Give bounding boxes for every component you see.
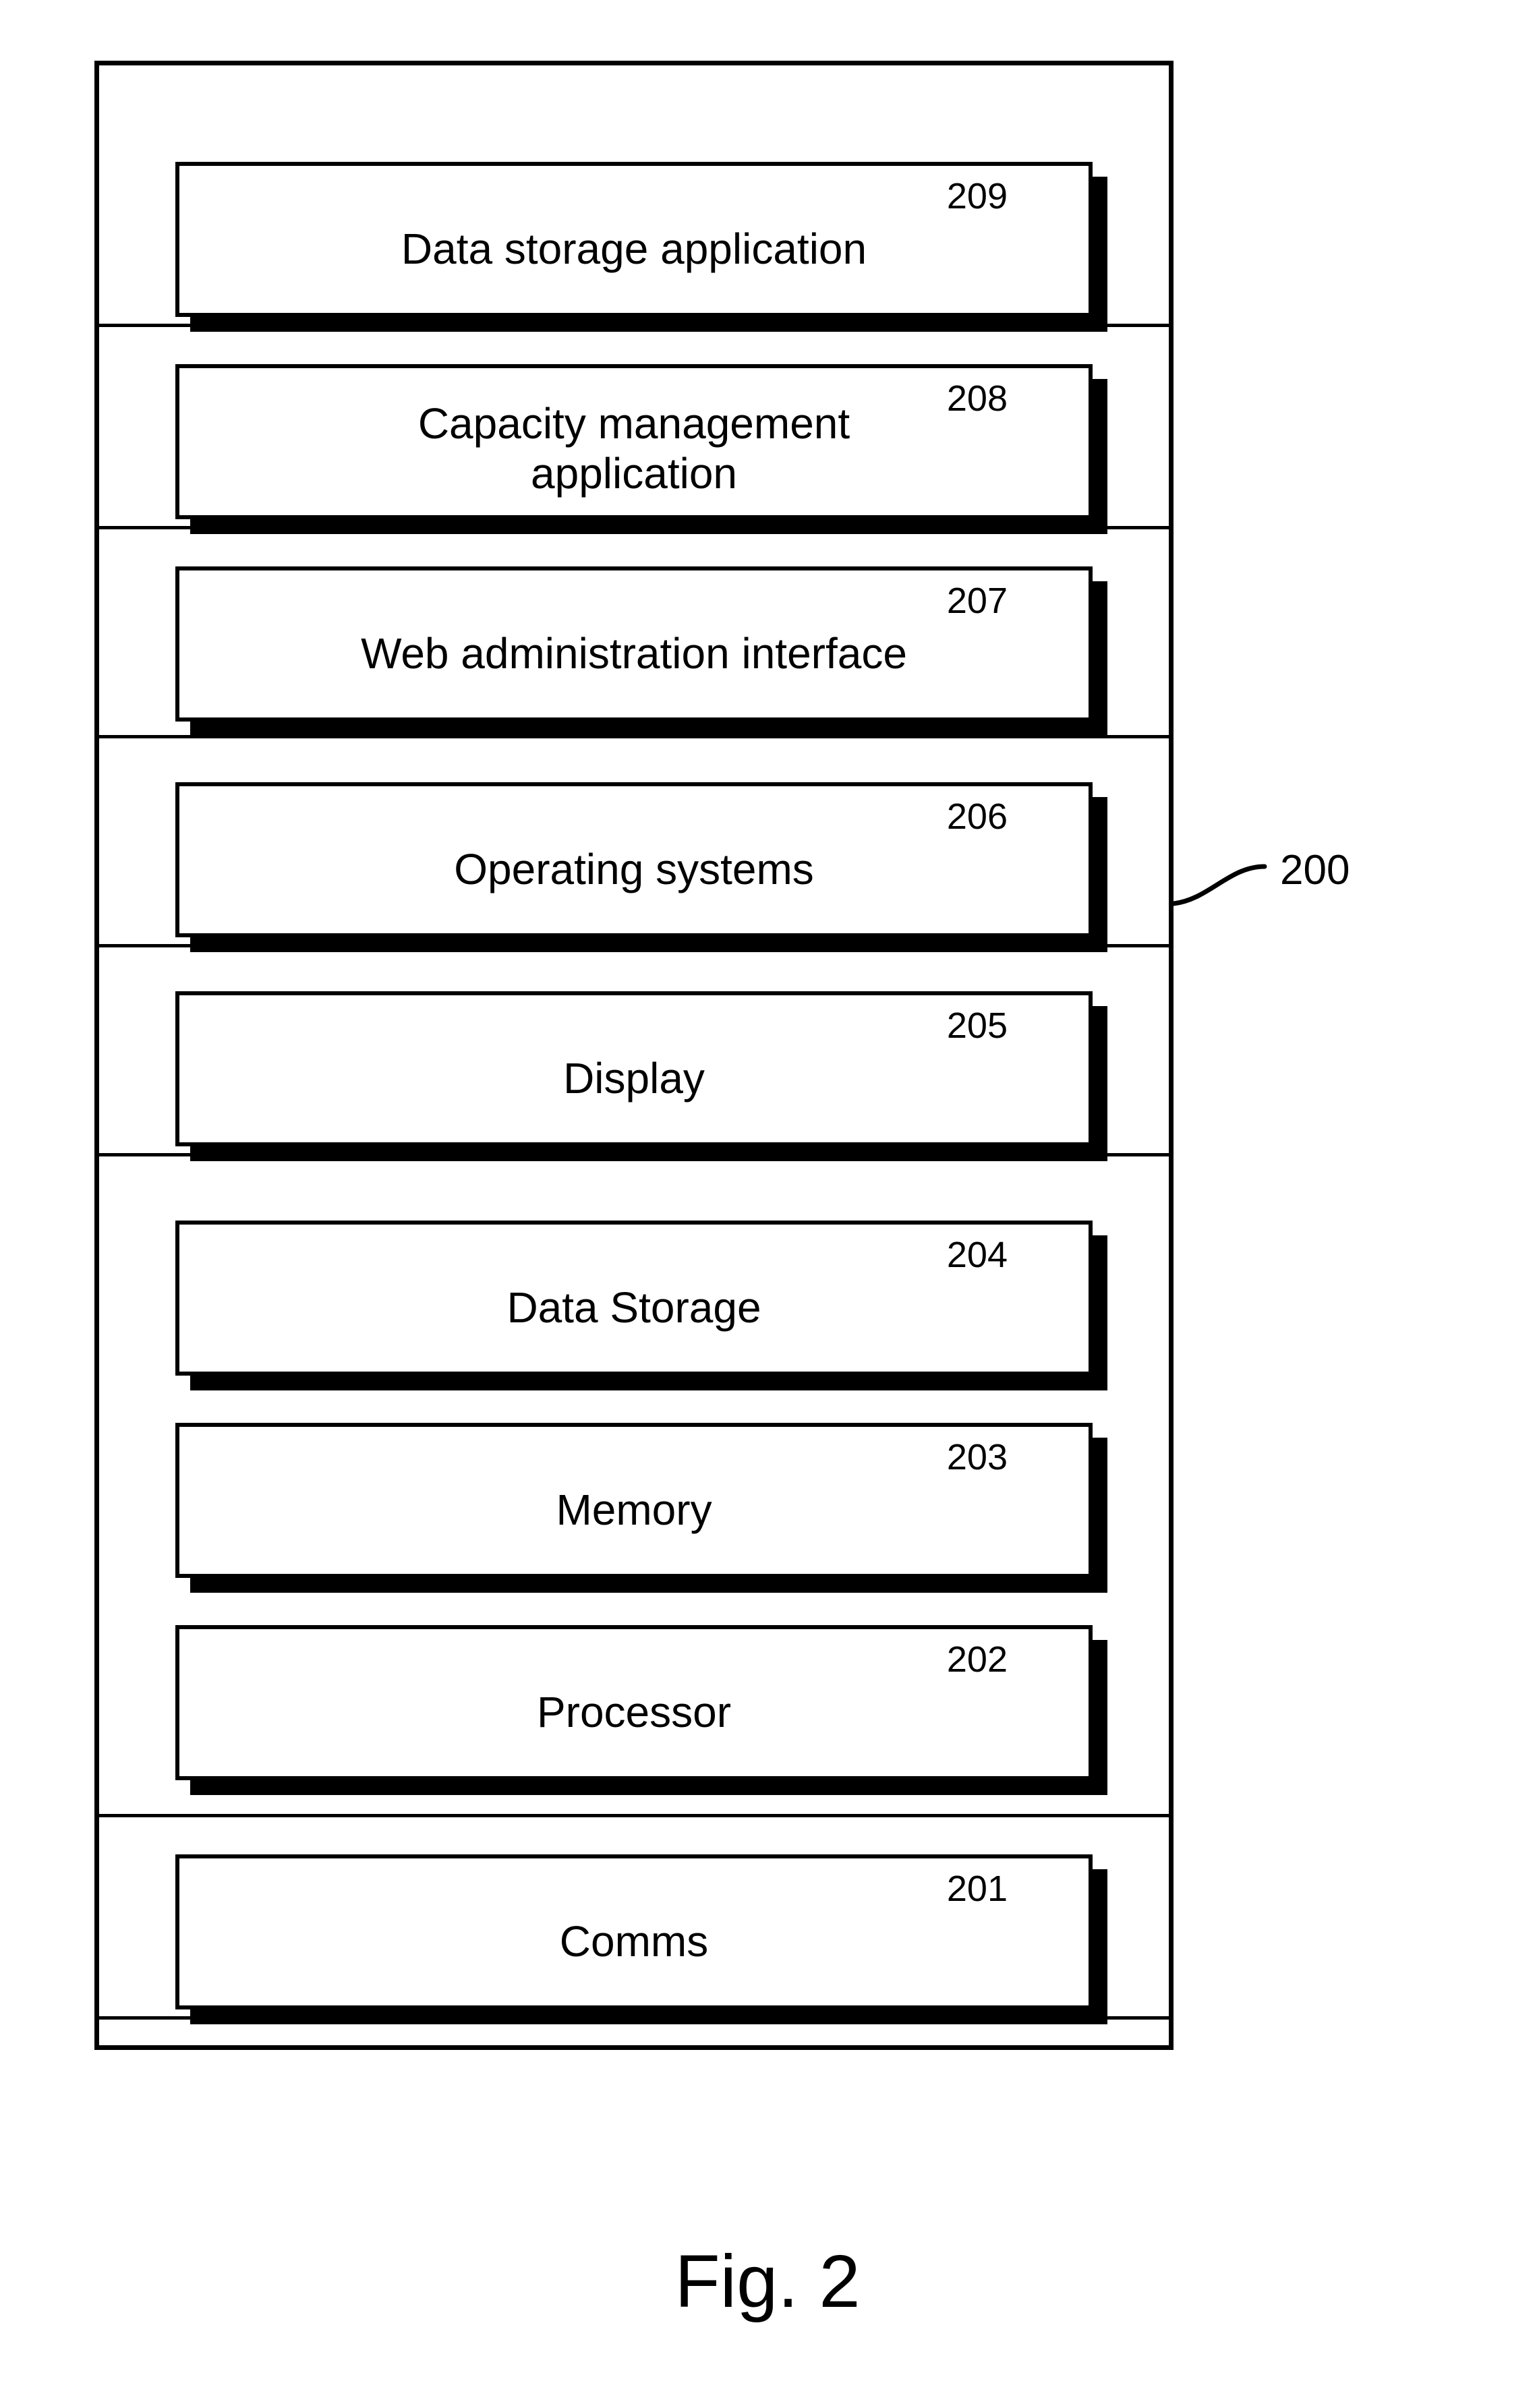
layer-number: 207 xyxy=(947,580,1008,622)
layer-card: Display 205 xyxy=(175,991,1093,1146)
layer-number: 203 xyxy=(947,1436,1008,1478)
layer-comms: Comms 201 xyxy=(175,1854,1107,2024)
layer-card: Comms 201 xyxy=(175,1854,1093,2009)
layer-capacity-management-application: Capacity management application 208 xyxy=(175,364,1107,534)
layer-operating-systems: Operating systems 206 xyxy=(175,782,1107,952)
layer-display: Display 205 xyxy=(175,991,1107,1161)
layer-number: 208 xyxy=(947,378,1008,419)
layer-number: 201 xyxy=(947,1868,1008,1910)
layer-label: Web administration interface xyxy=(361,629,907,679)
layer-number: 206 xyxy=(947,796,1008,838)
layer-card: Web administration interface 207 xyxy=(175,566,1093,722)
layer-label: Data Storage xyxy=(506,1283,761,1333)
layer-processor: Processor 202 xyxy=(175,1625,1107,1795)
section-divider xyxy=(94,1814,1174,1817)
layer-card: Data storage application 209 xyxy=(175,162,1093,317)
figure-caption: Fig. 2 xyxy=(0,2239,1535,2324)
layer-web-admin-interface: Web administration interface 207 xyxy=(175,566,1107,736)
layer-data-storage: Data Storage 204 xyxy=(175,1221,1107,1390)
layer-label: Display xyxy=(563,1054,705,1104)
layer-card: Data Storage 204 xyxy=(175,1221,1093,1376)
layer-number: 204 xyxy=(947,1234,1008,1276)
layer-number: 205 xyxy=(947,1005,1008,1047)
layer-card: Capacity management application 208 xyxy=(175,364,1093,519)
layer-card: Memory 203 xyxy=(175,1423,1093,1578)
layer-label: Capacity management application xyxy=(418,399,850,498)
layer-card: Operating systems 206 xyxy=(175,782,1093,937)
layer-memory: Memory 203 xyxy=(175,1423,1107,1593)
layer-label: Comms xyxy=(560,1917,708,1967)
layer-label: Data storage application xyxy=(401,225,867,274)
reference-label-200: 200 xyxy=(1280,846,1350,894)
layer-data-storage-application: Data storage application 209 xyxy=(175,162,1107,332)
layer-number: 202 xyxy=(947,1639,1008,1680)
layer-label: Processor xyxy=(537,1688,731,1738)
layer-card: Processor 202 xyxy=(175,1625,1093,1780)
layer-label: Memory xyxy=(556,1486,712,1535)
reference-callout-200: 200 xyxy=(1174,856,1302,971)
layer-number: 209 xyxy=(947,175,1008,217)
figure-page: Data storage application 209 Capacity mana… xyxy=(0,0,1535,2408)
layer-label: Operating systems xyxy=(454,845,814,895)
